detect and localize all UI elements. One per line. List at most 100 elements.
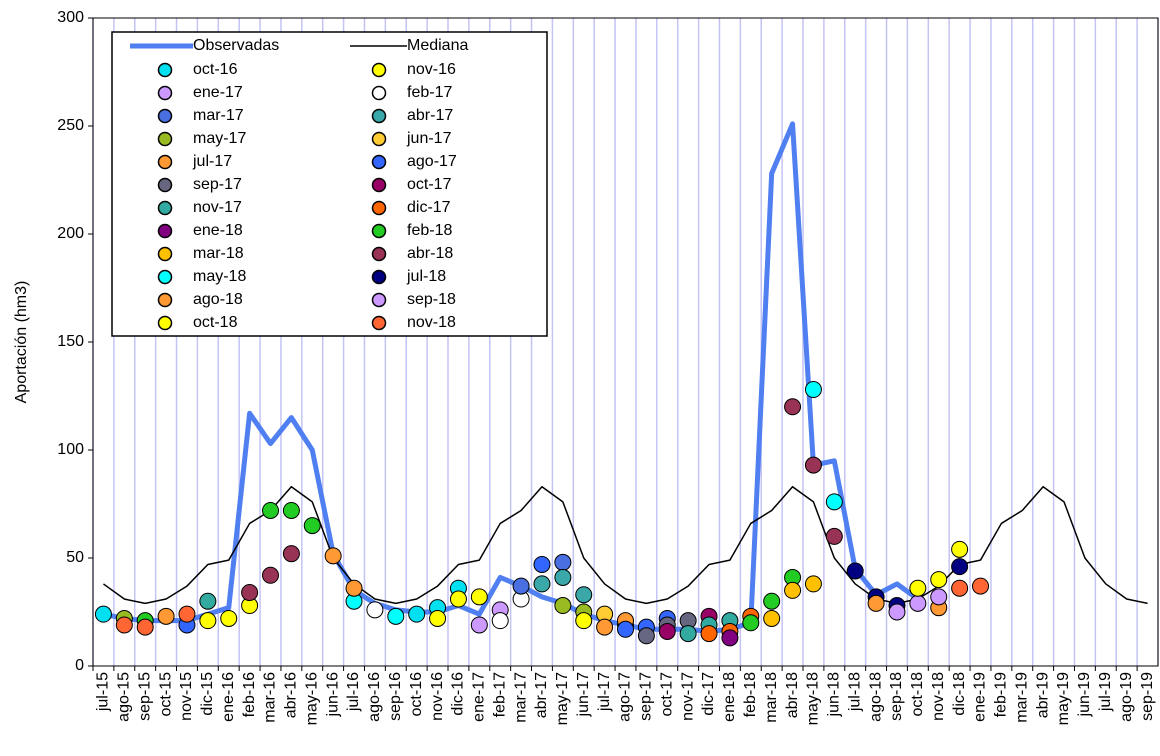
legend-label: feb-17 (407, 84, 452, 101)
y-axis-label: Aportación (hm3) (13, 281, 30, 404)
marker (157, 607, 175, 625)
x-tick-label: ene-17 (471, 672, 488, 722)
marker (241, 584, 259, 602)
marker (658, 622, 676, 640)
legend-label: abr-18 (407, 245, 453, 262)
x-tick-label: jun-19 (1076, 672, 1093, 718)
x-tick-label: may-17 (554, 672, 571, 725)
legend-swatch (371, 108, 387, 124)
marker (909, 594, 927, 612)
legend-swatch (371, 154, 387, 170)
x-tick-label: may-18 (805, 672, 822, 725)
marker (366, 601, 384, 619)
x-tick-label: abr-17 (533, 672, 550, 718)
x-tick-label: oct-16 (408, 672, 425, 717)
x-tick-label: sep-19 (1139, 672, 1156, 721)
legend-swatch (157, 62, 173, 78)
marker (804, 575, 822, 593)
marker (888, 603, 906, 621)
marker (742, 614, 760, 632)
x-tick-label: nov-18 (930, 672, 947, 721)
legend-swatch (371, 62, 387, 78)
x-tick-label: dic-17 (700, 672, 717, 716)
marker (512, 577, 530, 595)
legend-label: ago-17 (407, 153, 457, 170)
x-tick-label: ago-16 (366, 672, 383, 722)
marker (784, 398, 802, 416)
x-tick-label: nov-17 (679, 672, 696, 721)
marker (262, 501, 279, 519)
marker (784, 581, 802, 599)
x-tick-label: jun-18 (826, 672, 843, 718)
x-tick-label: dic-16 (450, 672, 467, 716)
x-tick-label: nov-16 (429, 672, 446, 721)
legend-swatch (371, 177, 387, 193)
marker (575, 612, 593, 630)
legend-swatch (371, 315, 387, 331)
series-line (102, 121, 920, 634)
marker (470, 588, 488, 606)
marker (282, 501, 300, 519)
x-tick-label: jul-18 (846, 672, 863, 712)
y-tick-label: 150 (57, 333, 84, 350)
marker (637, 627, 655, 645)
legend-label: mar-17 (193, 107, 244, 124)
marker (909, 579, 927, 597)
legend-label: oct-18 (193, 314, 238, 331)
x-tick-label: feb-19 (993, 672, 1010, 717)
legend-swatch (157, 292, 173, 308)
marker (282, 545, 300, 563)
marker (533, 575, 551, 593)
marker (533, 555, 551, 573)
legend-box (111, 31, 548, 337)
marker (136, 618, 154, 636)
marker (951, 540, 969, 558)
legend-swatch (371, 85, 387, 101)
x-tick-label: sep-17 (638, 672, 655, 721)
x-tick-label: nov-15 (178, 672, 195, 721)
x-tick-label: mar-19 (1013, 672, 1030, 723)
legend-swatch (157, 269, 173, 285)
marker (930, 588, 948, 606)
marker (721, 629, 739, 647)
x-tick-label: may-16 (303, 672, 320, 725)
marker (763, 609, 781, 627)
legend-swatch (157, 223, 173, 239)
legend-label: nov-16 (407, 61, 456, 78)
marker (554, 568, 572, 586)
x-tick-label: may-19 (1055, 672, 1072, 725)
legend-label: ene-18 (193, 222, 243, 239)
legend-label: oct-16 (193, 61, 238, 78)
legend-label: nov-17 (193, 199, 242, 216)
legend-label: jul-17 (192, 153, 232, 170)
marker (303, 517, 321, 535)
legend-label: sep-18 (407, 291, 456, 308)
x-tick-label: sep-18 (888, 672, 905, 721)
legend-label: feb-18 (407, 222, 452, 239)
x-tick-label: jun-16 (324, 672, 341, 718)
series-line (103, 485, 1148, 605)
legend-swatch (371, 246, 387, 262)
x-tick-label: feb-17 (491, 672, 508, 717)
legend-label: abr-17 (407, 107, 453, 124)
marker (867, 594, 885, 612)
x-tick-label: mar-18 (763, 672, 780, 723)
marker (575, 586, 593, 604)
marker (491, 612, 509, 630)
marker (617, 620, 634, 638)
legend-swatch (157, 154, 173, 170)
legend-label: may-17 (193, 130, 246, 147)
y-tick-label: 300 (57, 9, 84, 26)
marker (804, 456, 822, 474)
marker (220, 609, 238, 627)
legend: Observadas Mediana oct-16 nov-16 ene-17 feb-1… (111, 31, 548, 337)
marker (115, 616, 133, 634)
marker (554, 597, 572, 615)
legend-swatch (157, 315, 173, 331)
x-tick-label: ago-18 (867, 672, 884, 722)
marker (199, 612, 217, 630)
legend-label: ene-17 (193, 84, 243, 101)
x-tick-label: ene-19 (972, 672, 989, 722)
